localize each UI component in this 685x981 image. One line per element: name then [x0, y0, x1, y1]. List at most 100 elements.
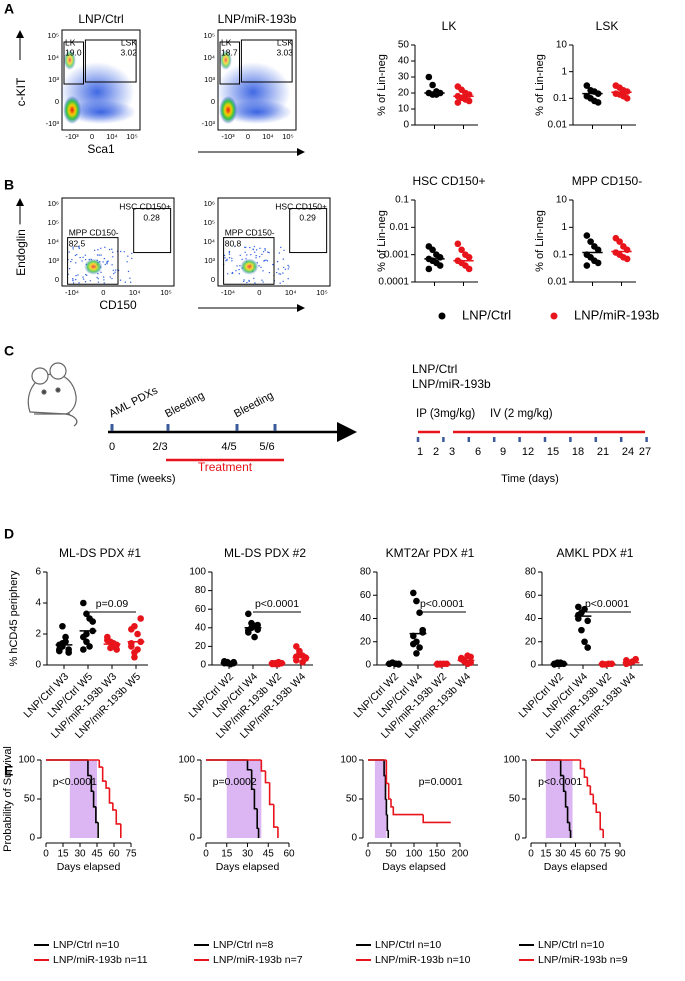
x-tick-label: 0: [365, 849, 371, 860]
chart-title: ML-DS PDX #2: [224, 546, 306, 560]
tick-label: 15: [547, 446, 559, 458]
y-tick-label: 80: [195, 585, 207, 596]
y-tick-label: 0: [514, 833, 520, 844]
data-point: [293, 653, 300, 660]
survival-step: [112, 802, 117, 811]
flow-event: [75, 262, 77, 264]
data-point: [80, 599, 87, 607]
flow-event: [102, 261, 104, 263]
data-point: [86, 643, 93, 650]
flow-event: [124, 281, 126, 283]
data-point: [581, 638, 588, 646]
panel-label: E: [4, 763, 13, 779]
x-tick-label: 60: [108, 849, 120, 860]
data-point: [56, 647, 63, 655]
flow-event: [102, 276, 105, 278]
y-tick-label: 0.1: [553, 93, 567, 104]
y-tick-label: 0: [29, 833, 35, 844]
flow-tick-label: 0: [211, 275, 215, 284]
flow-event: [272, 263, 274, 266]
flow-event: [248, 279, 250, 282]
flow-tick-label: -10⁴: [65, 288, 79, 297]
chart-title: AMKL PDX #1: [557, 546, 634, 560]
x-tick-label: 45: [263, 849, 275, 860]
data-point: [416, 644, 423, 651]
survival-step: [98, 760, 103, 768]
flow-event: [276, 260, 279, 263]
flow-event: [100, 254, 102, 256]
flow-event: [236, 265, 238, 267]
legend-label: LNP/miR-193b n=7: [213, 954, 303, 966]
flow-event: [123, 251, 125, 253]
y-tick-label: 0.1: [553, 249, 567, 260]
flow-event: [258, 265, 260, 267]
survival-step: [592, 794, 597, 805]
survival-step: [101, 767, 107, 782]
flow-event: [97, 249, 99, 251]
flow-tick-label: 10³: [48, 75, 59, 84]
flow-event: [287, 268, 289, 270]
y-tick-label: 80: [525, 567, 537, 578]
survival-step: [108, 788, 113, 804]
data-point: [104, 633, 111, 641]
data-point: [245, 610, 252, 618]
legend-label: LNP/Ctrl n=10: [375, 939, 441, 951]
flow-event: [250, 253, 252, 256]
flow-event: [255, 249, 258, 251]
flow-tick-label: 0: [246, 132, 250, 141]
y-tick-label: 50: [24, 794, 36, 805]
flow-event: [74, 254, 77, 257]
flow-event: [130, 281, 132, 283]
flow-tick-label: 10⁶: [204, 199, 215, 208]
data-point: [83, 638, 90, 646]
flow-event: [252, 248, 254, 251]
y-tick-label: 4: [35, 598, 41, 609]
axis-title: Time (weeks): [110, 473, 176, 485]
data-point: [416, 609, 423, 616]
data-point: [583, 262, 591, 269]
flow-event: [112, 269, 115, 272]
data-point: [465, 97, 473, 105]
data-point: [584, 617, 591, 625]
axis-title: % of Lin-neg: [534, 210, 546, 272]
data-point: [410, 640, 417, 648]
data-point: [575, 611, 582, 619]
y-tick-label: 50: [398, 40, 410, 51]
data-point: [578, 626, 585, 634]
x-tick-label: 0: [203, 849, 209, 860]
flow-tick-label: 10⁶: [48, 199, 59, 208]
tick-label: 6: [475, 446, 481, 458]
flow-event: [261, 279, 263, 281]
flow-event: [268, 251, 270, 254]
flow-event: [246, 281, 248, 284]
y-tick-label: 40: [195, 622, 207, 633]
flow-tick-label: 10⁵: [126, 132, 137, 141]
data-point: [454, 99, 462, 106]
flow-cloud: [221, 100, 293, 124]
flow-event: [228, 250, 231, 253]
survival-step: [253, 789, 258, 810]
flow-event: [280, 246, 282, 249]
chart-title: LK: [442, 19, 457, 33]
gate-value: 3.02: [120, 47, 137, 57]
flow-tick-label: 10⁴: [203, 237, 215, 246]
flow-tick-label: 0: [90, 132, 94, 141]
flow-tick-label: 10⁴: [106, 132, 118, 141]
gate-name: LK: [65, 37, 76, 47]
survival-step: [272, 804, 278, 828]
flow-hotspot: [219, 96, 238, 124]
x-tick-label: 15: [57, 849, 69, 860]
data-point: [113, 641, 120, 649]
data-point: [293, 643, 300, 650]
survival-step: [586, 777, 591, 787]
chart-title: HSC CD150+: [412, 174, 485, 188]
survival-step: [386, 814, 389, 832]
flow-event: [112, 251, 114, 253]
event-label: Bleeding: [163, 390, 206, 421]
flow-tick-label: 10⁵: [160, 288, 171, 297]
flow-event: [226, 258, 228, 261]
y-tick-label: 60: [525, 590, 537, 601]
data-point: [89, 618, 96, 625]
flow-event: [258, 256, 261, 258]
flow-event: [223, 254, 226, 257]
